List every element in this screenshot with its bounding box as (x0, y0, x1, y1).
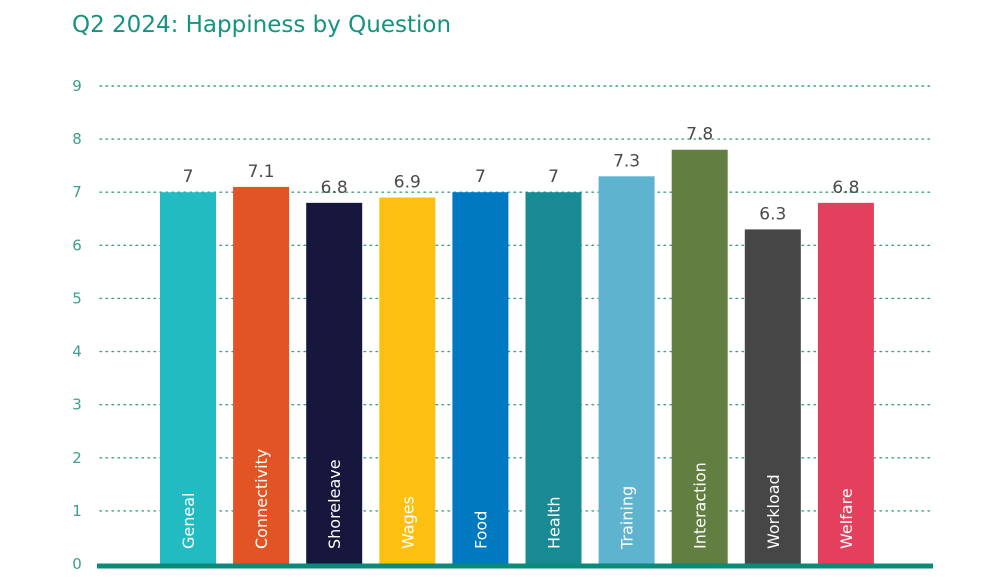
value-label: 7.3 (613, 151, 640, 171)
bar (233, 186, 290, 564)
bar (817, 202, 874, 564)
bar (160, 192, 216, 564)
value-label: 7 (475, 167, 486, 187)
y-tick-label: 0 (72, 555, 82, 573)
y-tick-label: 7 (72, 183, 82, 201)
category-label: Health (545, 496, 564, 549)
category-label: Welfare (837, 488, 856, 549)
category-label: Workload (764, 474, 783, 549)
value-label: 6.8 (832, 178, 859, 198)
value-label: 6.9 (394, 173, 421, 193)
bar (598, 176, 655, 565)
y-tick-label: 5 (72, 289, 82, 307)
value-labels: 7 7.1 6.8 6.9 7 7 7.3 7.8 6.3 6.8 (183, 125, 860, 225)
bar (671, 149, 728, 564)
category-label: Food (471, 511, 490, 549)
value-label: 7.1 (248, 162, 275, 182)
category-label: Training (618, 486, 637, 550)
bar (306, 202, 363, 564)
y-axis-ticks: 0 1 2 3 4 5 6 7 8 9 (72, 77, 82, 573)
bar (379, 197, 436, 565)
bar (452, 192, 509, 564)
bars (160, 149, 874, 565)
value-label: 6.3 (759, 204, 786, 224)
category-label: Interaction (691, 462, 710, 549)
value-label: 7.8 (686, 125, 713, 145)
bar (744, 229, 801, 564)
category-label: Shoreleave (325, 459, 344, 549)
value-label: 6.8 (321, 178, 348, 198)
category-labels: Geneal Connectivity Shoreleave Wages Food Hea… (179, 449, 856, 550)
y-tick-label: 1 (72, 502, 82, 520)
y-tick-label: 6 (72, 236, 82, 254)
category-label: Wages (398, 496, 417, 549)
gridlines (99, 85, 931, 512)
y-tick-label: 9 (72, 77, 82, 95)
y-tick-label: 8 (72, 130, 82, 148)
value-label: 7 (548, 167, 559, 187)
y-tick-label: 4 (72, 343, 82, 361)
bar (525, 192, 582, 564)
category-label: Connectivity (252, 449, 271, 549)
value-label: 7 (183, 167, 194, 187)
chart-title: Q2 2024: Happiness by Question (72, 12, 452, 38)
category-label: Geneal (179, 493, 198, 549)
y-tick-label: 3 (72, 396, 82, 414)
y-tick-label: 2 (72, 449, 82, 467)
